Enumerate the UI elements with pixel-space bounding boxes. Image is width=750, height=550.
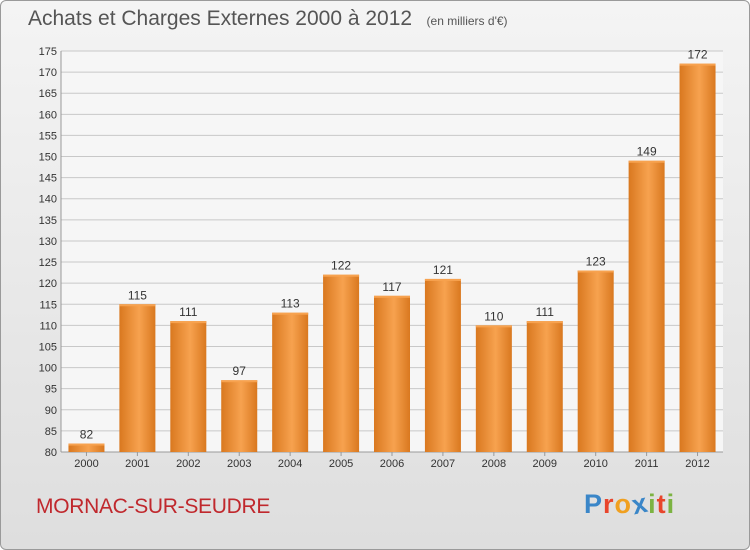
bar-value-label: 110: [484, 309, 503, 323]
y-tick-label: 170: [39, 67, 57, 79]
bar-cap: [272, 312, 309, 315]
bar-value-label: 111: [179, 305, 198, 319]
logo-letter: i: [648, 489, 657, 519]
bar-cap: [424, 278, 461, 281]
x-tick-label: 2008: [482, 458, 506, 470]
logo-letter: P: [584, 489, 604, 519]
bar: [424, 278, 461, 452]
y-tick-label: 100: [39, 363, 57, 375]
chart-unit: (en milliers d'€): [426, 14, 508, 28]
bar-cap: [221, 380, 258, 383]
x-tick-label: 2002: [176, 458, 200, 470]
bar-cap: [374, 295, 410, 298]
bar-value-label: 97: [233, 364, 247, 378]
y-tick-label: 140: [39, 194, 57, 206]
bar: [170, 321, 207, 452]
y-tick-label: 120: [39, 278, 57, 290]
x-tick-label: 2012: [685, 458, 709, 470]
x-tick-label: 2001: [125, 458, 149, 470]
x-tick-label: 2003: [227, 458, 251, 470]
x-tick-label: 2009: [533, 458, 557, 470]
bar: [679, 63, 716, 453]
title-row: Achats et Charges Externes 2000 à 2012 (…: [28, 7, 508, 31]
bar-cap: [526, 321, 563, 324]
y-tick-label: 155: [39, 130, 57, 142]
logo-letter: i: [666, 489, 676, 519]
bar: [119, 304, 156, 452]
logo-letter: o: [614, 489, 633, 519]
bar: [526, 321, 563, 452]
bar-cap: [628, 160, 665, 163]
y-tick-label: 160: [39, 109, 57, 121]
bar: [628, 160, 665, 452]
bar-cap: [577, 270, 614, 273]
bar-value-label: 149: [637, 145, 657, 159]
y-tick-label: 150: [39, 152, 57, 164]
logo-letter: t: [656, 489, 667, 519]
commune-name: MORNAC-SUR-SEUDRE: [36, 495, 271, 518]
bar-value-label: 115: [128, 288, 147, 302]
bar-value-label: 121: [433, 263, 453, 277]
y-tick-label: 125: [39, 257, 57, 269]
bar-value-label: 111: [536, 305, 555, 319]
bar: [221, 380, 258, 452]
y-tick-label: 135: [39, 215, 57, 227]
bar-cap: [679, 63, 716, 66]
y-tick-label: 95: [45, 384, 57, 396]
y-tick-label: 145: [39, 173, 57, 185]
x-tick-label: 2011: [635, 458, 659, 470]
bar-value-label: 122: [331, 259, 351, 273]
x-tick-label: 2005: [329, 458, 353, 470]
bar-value-label: 172: [688, 48, 708, 62]
bar: [374, 295, 410, 452]
y-tick-label: 105: [39, 341, 57, 353]
proxiti-logo: Proxiti: [584, 488, 676, 521]
bar-cap: [119, 304, 156, 307]
bar: [323, 274, 360, 452]
bar-value-label: 82: [80, 428, 94, 442]
bar: [475, 325, 512, 452]
bar: [577, 270, 614, 452]
x-tick-label: 2000: [74, 458, 98, 470]
bar-value-label: 117: [382, 280, 401, 294]
x-tick-label: 2006: [380, 458, 404, 470]
bar-value-label: 113: [281, 297, 300, 311]
x-tick-label: 2010: [583, 458, 607, 470]
bar-cap: [475, 325, 512, 328]
x-tick-label: 2007: [431, 458, 455, 470]
y-tick-label: 130: [39, 236, 57, 248]
bar-cap: [323, 274, 360, 277]
bar-cap: [68, 443, 105, 446]
bar: [272, 312, 309, 452]
x-tick-label: 2004: [278, 458, 302, 470]
y-tick-label: 165: [39, 88, 57, 100]
bar-cap: [170, 321, 207, 324]
y-tick-label: 175: [39, 46, 57, 58]
bar: [68, 443, 105, 452]
logo-letter: r: [603, 489, 615, 519]
bar-value-label: 123: [586, 254, 606, 268]
y-tick-label: 90: [45, 405, 57, 417]
y-tick-label: 85: [45, 426, 57, 438]
y-tick-label: 110: [39, 320, 57, 332]
chart-title: Achats et Charges Externes 2000 à 2012: [28, 7, 413, 30]
y-tick-label: 115: [39, 299, 57, 311]
y-tick-label: 80: [45, 447, 57, 459]
